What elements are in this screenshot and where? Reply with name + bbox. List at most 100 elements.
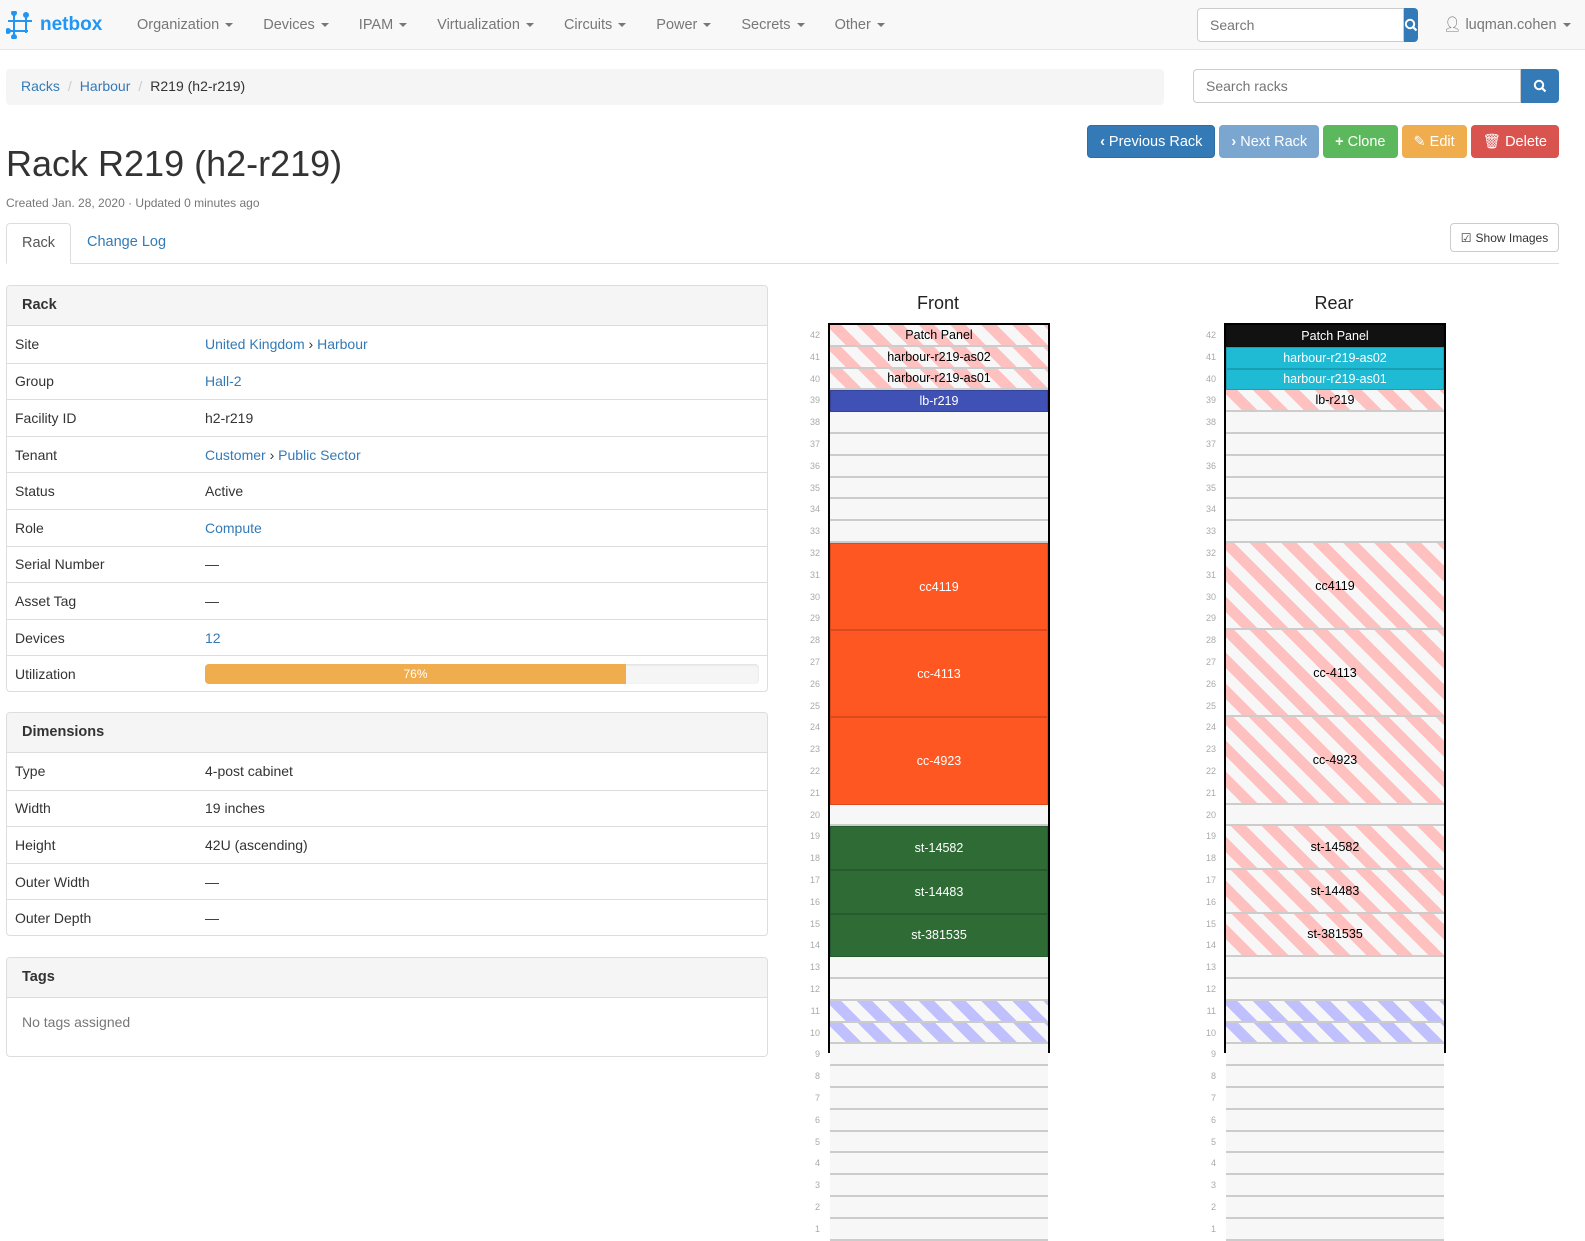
menu-other[interactable]: Other	[820, 17, 900, 33]
empty-slot[interactable]	[830, 1088, 1048, 1110]
menu-ipam[interactable]: IPAM	[344, 17, 422, 33]
device-cc-4923[interactable]: cc-4923	[1226, 717, 1444, 805]
empty-slot[interactable]	[1226, 412, 1444, 434]
device-lb-r219[interactable]: lb-r219	[830, 390, 1048, 413]
device-Patch Panel[interactable]: Patch Panel	[830, 325, 1048, 347]
device-harbour-r219-as01[interactable]: harbour-r219-as01	[1226, 368, 1444, 391]
reserved-unit[interactable]	[1226, 1000, 1444, 1023]
device-st-381535[interactable]: st-381535	[830, 913, 1048, 958]
netbox-logo-icon	[6, 11, 32, 39]
reserved-unit[interactable]	[830, 1022, 1048, 1045]
unit-number: 19	[1205, 831, 1216, 842]
empty-slot[interactable]	[830, 1109, 1048, 1132]
empty-slot[interactable]	[830, 1218, 1048, 1241]
empty-slot[interactable]	[1226, 1044, 1444, 1067]
device-st-14582[interactable]: st-14582	[830, 826, 1048, 870]
empty-slot[interactable]	[1226, 434, 1444, 456]
value-link[interactable]: United Kingdom	[205, 336, 305, 353]
next-rack-button[interactable]: › Next Rack	[1219, 125, 1320, 158]
breadcrumb-site[interactable]: Harbour	[79, 78, 131, 94]
value-link[interactable]: Customer	[205, 446, 266, 463]
empty-slot[interactable]	[1226, 1218, 1444, 1241]
empty-slot[interactable]	[1226, 979, 1444, 1001]
value-link[interactable]: Compute	[205, 519, 262, 536]
checkbox-icon: ☑	[1460, 230, 1472, 245]
delete-button[interactable]: 🗑︎ Delete	[1470, 125, 1559, 158]
unit-number: 18	[809, 853, 820, 864]
unit-number: 13	[1205, 962, 1216, 973]
menu-secrets[interactable]: Secrets	[726, 17, 819, 33]
empty-slot[interactable]	[1226, 1066, 1444, 1088]
empty-slot[interactable]	[1226, 477, 1444, 500]
empty-slot[interactable]	[830, 521, 1048, 543]
device-harbour-r219-as02[interactable]: harbour-r219-as02	[1226, 346, 1444, 369]
value-link[interactable]: Hall-2	[205, 373, 242, 390]
rack-search-input[interactable]	[1193, 69, 1521, 103]
empty-slot[interactable]	[830, 1066, 1048, 1088]
device-cc4119[interactable]: cc4119	[1226, 543, 1444, 631]
empty-slot[interactable]	[1226, 1153, 1444, 1176]
unit-number: 8	[814, 1071, 820, 1082]
row-label: Utilization	[15, 666, 76, 683]
device-cc4119[interactable]: cc4119	[830, 543, 1048, 631]
breadcrumb-racks[interactable]: Racks	[21, 78, 60, 94]
empty-slot[interactable]	[1226, 1197, 1444, 1219]
device-st-381535[interactable]: st-381535	[1226, 913, 1444, 958]
empty-slot[interactable]	[830, 412, 1048, 434]
menu-devices[interactable]: Devices	[248, 17, 344, 33]
device-harbour-r219-as02[interactable]: harbour-r219-as02	[830, 346, 1048, 369]
tab-change-log[interactable]: Change Log	[87, 234, 167, 250]
device-cc-4113[interactable]: cc-4113	[830, 630, 1048, 718]
rack-search-button[interactable]	[1521, 69, 1559, 103]
empty-slot[interactable]	[1226, 1175, 1444, 1197]
empty-slot[interactable]	[1226, 1131, 1444, 1154]
empty-slot[interactable]	[830, 1175, 1048, 1197]
device-st-14483[interactable]: st-14483	[830, 870, 1048, 914]
netbox-logo[interactable]: netbox	[6, 11, 102, 39]
empty-slot[interactable]	[1226, 521, 1444, 543]
device-Patch Panel[interactable]: Patch Panel	[1226, 325, 1444, 347]
value-link[interactable]: Public Sector	[278, 446, 361, 463]
menu-organization[interactable]: Organization	[122, 17, 248, 33]
device-cc-4113[interactable]: cc-4113	[1226, 630, 1444, 718]
edit-button[interactable]: ✎ Edit	[1401, 125, 1467, 158]
menu-circuits[interactable]: Circuits	[549, 17, 641, 33]
empty-slot[interactable]	[830, 477, 1048, 500]
device-st-14483[interactable]: st-14483	[1226, 870, 1444, 914]
clone-button[interactable]: + Clone	[1323, 125, 1398, 158]
reserved-unit[interactable]	[830, 1000, 1048, 1023]
value-link[interactable]: Harbour	[317, 336, 368, 353]
empty-slot[interactable]	[830, 979, 1048, 1001]
empty-slot[interactable]	[830, 1044, 1048, 1067]
empty-slot[interactable]	[1226, 1109, 1444, 1132]
menu-virtualization[interactable]: Virtualization	[422, 17, 549, 33]
device-cc-4923[interactable]: cc-4923	[830, 717, 1048, 805]
empty-slot[interactable]	[1226, 455, 1444, 478]
menu-power[interactable]: Power	[641, 17, 726, 33]
device-harbour-r219-as01[interactable]: harbour-r219-as01	[830, 368, 1048, 391]
empty-slot[interactable]	[830, 1197, 1048, 1219]
empty-slot[interactable]	[830, 499, 1048, 522]
empty-slot[interactable]	[830, 455, 1048, 478]
unit-number: 20	[1205, 809, 1216, 820]
previous-rack-button[interactable]: ‹ Previous Rack	[1087, 125, 1216, 158]
reserved-unit[interactable]	[1226, 1022, 1444, 1045]
global-search-button[interactable]	[1404, 8, 1418, 42]
device-lb-r219[interactable]: lb-r219	[1226, 390, 1444, 413]
empty-slot[interactable]	[1226, 957, 1444, 979]
empty-slot[interactable]	[830, 1153, 1048, 1176]
empty-slot[interactable]	[830, 957, 1048, 979]
empty-slot[interactable]	[830, 1131, 1048, 1154]
device-st-14582[interactable]: st-14582	[1226, 826, 1444, 870]
empty-slot[interactable]	[830, 804, 1048, 827]
value-link[interactable]: 12	[205, 629, 221, 646]
empty-slot[interactable]	[1226, 499, 1444, 522]
empty-slot[interactable]	[1226, 1088, 1444, 1110]
global-search-input[interactable]	[1197, 8, 1404, 42]
show-images-button[interactable]: ☑ Show Images	[1450, 223, 1559, 252]
unit-number: 4	[814, 1158, 820, 1169]
tab-rack[interactable]: Rack	[6, 223, 72, 264]
user-menu[interactable]: 👤︎ luqman.cohen	[1443, 16, 1571, 33]
empty-slot[interactable]	[1226, 804, 1444, 827]
empty-slot[interactable]	[830, 434, 1048, 456]
